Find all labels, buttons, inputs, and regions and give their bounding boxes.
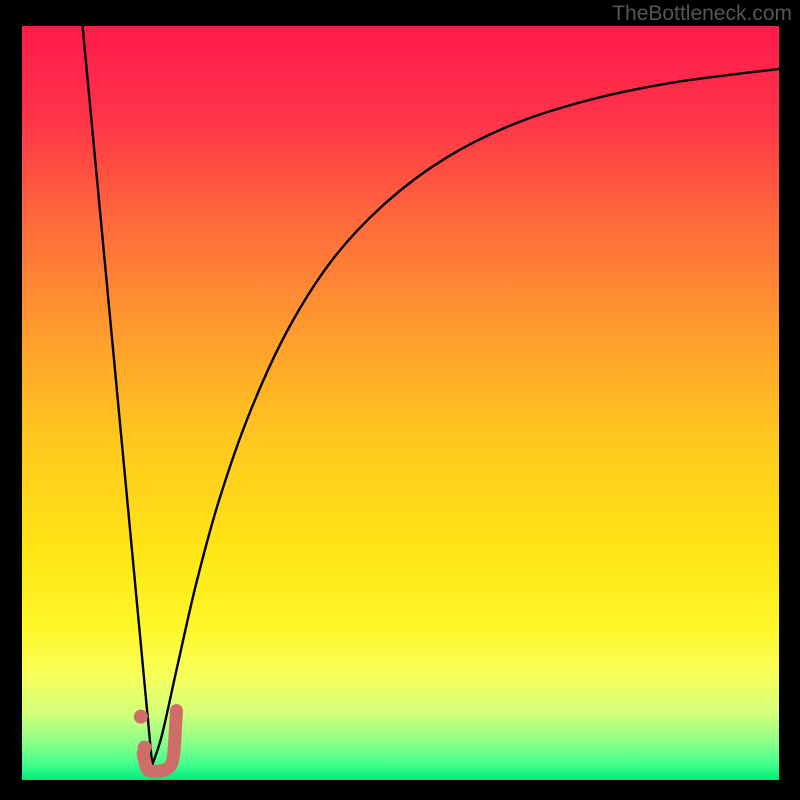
optimal-marker-dot [134, 710, 148, 724]
bottleneck-chart [0, 0, 800, 800]
optimal-marker-dot [138, 741, 152, 755]
chart-stage: TheBottleneck.com [0, 0, 800, 800]
watermark-text: TheBottleneck.com [612, 2, 792, 26]
plot-background [22, 26, 779, 780]
